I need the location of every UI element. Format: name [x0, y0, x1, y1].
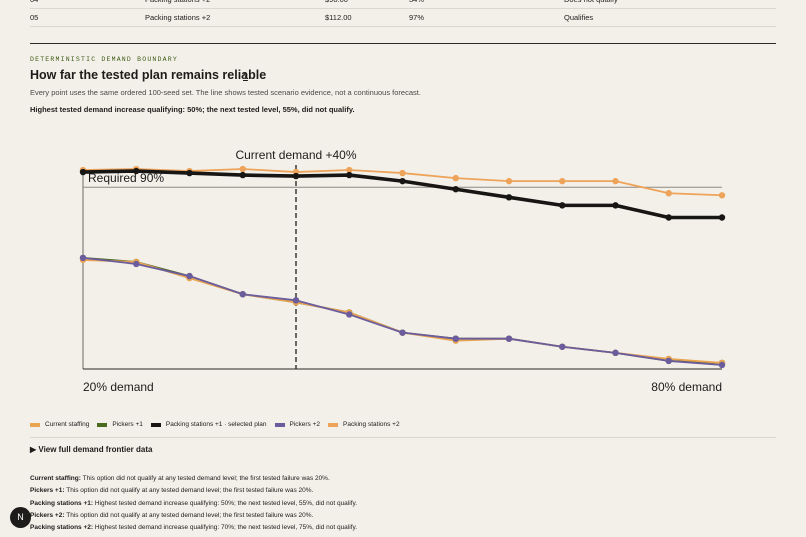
summary-label: Pickers +1:	[30, 487, 65, 495]
section-title: How far the tested plan remains reliable	[30, 68, 267, 82]
legend-swatch	[328, 422, 339, 427]
chart: Required 90% Current demand +40% 20% deman…	[79, 148, 726, 394]
data-point	[718, 192, 726, 199]
legend-item: Packing stations +1 · selected plan	[150, 421, 267, 428]
data-point	[665, 190, 672, 197]
summary-lines: Current staffing: This option did not qu…	[30, 473, 357, 534]
row-divider	[30, 8, 776, 9]
dev-badge[interactable]: N	[10, 507, 31, 528]
legend-label: Current staffing	[45, 421, 90, 428]
table-cell: $112.00	[325, 13, 352, 22]
data-point	[399, 177, 406, 185]
data-point	[665, 214, 672, 221]
help-link[interactable]: ?	[243, 72, 248, 81]
table-cell: Packing stations +2	[145, 13, 211, 22]
summary-label: Packing stations +2:	[30, 524, 94, 532]
summary-label: Pickers +2:	[30, 511, 65, 519]
data-point	[399, 169, 406, 177]
highlight: Highest tested demand increase qualifyin…	[30, 105, 355, 114]
data-point	[346, 311, 353, 318]
table-cell: 97%	[409, 13, 425, 22]
table-cell: Qualifies	[564, 13, 594, 22]
data-point	[346, 166, 353, 174]
data-point	[186, 272, 193, 280]
summary-line: Current staffing: This option did not qu…	[30, 473, 357, 485]
data-point	[665, 357, 672, 365]
data-point	[346, 171, 353, 179]
table-cell: 04	[30, 0, 38, 4]
data-point	[79, 254, 87, 262]
table-cell: 05	[30, 13, 39, 22]
data-point	[612, 202, 619, 209]
legend-label: Packing stations +1 · selected plan	[165, 421, 267, 428]
summary-text: This option did not qualify at any teste…	[66, 487, 314, 495]
data-point	[452, 335, 459, 342]
details-summary: View full demand frontier data	[38, 445, 153, 454]
legend: Current staffing Pickers +1 Packing statio…	[30, 421, 400, 428]
data-point	[133, 260, 140, 268]
data-point	[239, 171, 246, 179]
details-toggle[interactable]: ▶ View full demand frontier data	[30, 445, 153, 454]
table-cell: 34%	[409, 0, 424, 4]
legend-swatch	[30, 422, 40, 427]
data-point	[505, 177, 513, 185]
data-point	[133, 167, 140, 175]
legend-item: Current staffing	[30, 421, 89, 428]
data-point	[559, 202, 566, 209]
data-point	[399, 329, 406, 336]
summary-line: Packing stations +1: Highest tested dema…	[30, 498, 357, 510]
summary-text: This option did not qualify at any teste…	[82, 475, 330, 482]
subtitle: Every point uses the same ordered 100-se…	[30, 88, 421, 97]
data-point	[612, 177, 619, 185]
data-point	[718, 361, 726, 369]
data-point	[612, 349, 619, 357]
legend-item: Packing stations +2	[328, 421, 400, 428]
data-point	[79, 168, 87, 176]
data-point	[559, 343, 566, 350]
summary-label: Packing stations +1:	[30, 499, 94, 507]
legend-swatch	[274, 422, 285, 427]
threshold-label: Required 90%	[88, 171, 164, 185]
legend-item: Pickers +1	[97, 421, 143, 428]
data-point	[718, 214, 726, 221]
data-point	[186, 169, 193, 177]
summary-line: Packing stations +2: Highest tested dema…	[30, 522, 357, 534]
legend-swatch	[97, 422, 108, 427]
data-point	[239, 291, 246, 298]
data-point	[505, 335, 513, 342]
summary-line: Pickers +2: This option did not qualify …	[30, 510, 357, 522]
series-line	[82, 259, 723, 364]
legend-item: Pickers +2	[274, 421, 321, 428]
table-cell: Packing stations +2	[145, 0, 210, 4]
data-point	[559, 177, 566, 185]
data-point	[452, 174, 459, 182]
legend-swatch	[150, 422, 161, 427]
summary-label: Current staffing:	[30, 475, 81, 482]
series-line	[82, 257, 723, 366]
table-cell: $98.00	[325, 0, 348, 4]
legend-label: Pickers +2	[289, 421, 321, 428]
eyebrow: DETERMINISTIC DEMAND BOUNDARY	[30, 56, 178, 63]
section-divider	[30, 43, 776, 44]
legend-label: Packing stations +2	[343, 421, 400, 428]
legend-label: Pickers +1	[112, 421, 143, 428]
x-label-start: 20% demand	[83, 380, 154, 394]
x-label-end: 80% demand	[651, 380, 722, 394]
marker-label: Current demand +40%	[235, 148, 356, 162]
summary-line: Pickers +1: This option did not qualify …	[30, 485, 357, 497]
summary-text: Highest tested demand increase qualifyin…	[94, 499, 358, 507]
data-point	[239, 165, 246, 173]
table-cell: Does not qualify	[564, 0, 618, 4]
data-point	[505, 194, 513, 201]
summary-text: Highest tested demand increase qualifyin…	[94, 524, 358, 532]
data-point	[452, 186, 459, 193]
divider	[30, 437, 776, 438]
data-point	[292, 172, 300, 180]
row-divider	[30, 26, 776, 27]
summary-text: This option did not qualify at any teste…	[66, 511, 314, 519]
data-point	[292, 297, 300, 304]
